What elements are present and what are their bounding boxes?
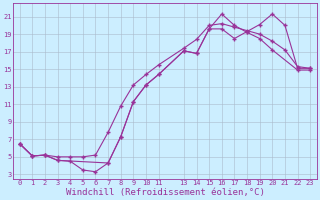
X-axis label: Windchill (Refroidissement éolien,°C): Windchill (Refroidissement éolien,°C): [66, 188, 264, 197]
